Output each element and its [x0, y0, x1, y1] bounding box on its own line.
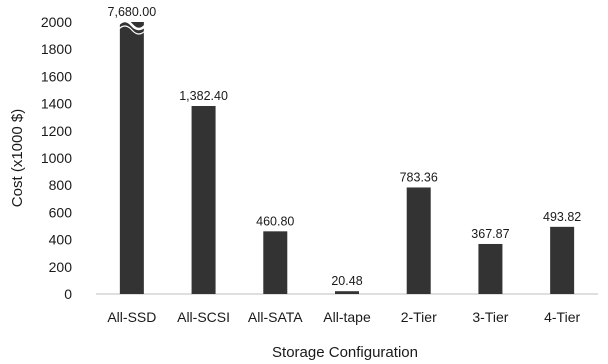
- bar: [478, 243, 503, 294]
- bar: [550, 226, 575, 294]
- y-tick-label: 1000: [41, 150, 72, 166]
- y-axis-title: Cost (x1000 $): [9, 109, 26, 207]
- y-tick-label: 1400: [41, 96, 72, 112]
- y-tick-label: 200: [49, 259, 73, 275]
- x-tick-label: 3-Tier: [472, 309, 508, 325]
- x-tick-label: All-SATA: [248, 309, 303, 325]
- y-tick-label: 800: [49, 177, 73, 193]
- y-tick-label: 600: [49, 204, 73, 220]
- data-label: 367.87: [471, 227, 509, 241]
- x-tick-label: All-SSD: [107, 309, 156, 325]
- y-tick-label: 2000: [41, 14, 72, 30]
- data-label: 783.36: [400, 170, 438, 184]
- data-labels: 7,680.00 1,382.40 460.80 20.48 783.36 367.87 4…: [108, 5, 582, 288]
- bar: [191, 105, 216, 295]
- data-label: 493.82: [543, 210, 581, 224]
- data-label: 1,382.40: [179, 89, 228, 103]
- y-tick-label: 0: [64, 286, 72, 302]
- bar: [335, 291, 359, 294]
- y-tick-label: 1800: [41, 41, 72, 57]
- x-tick-label: All-SCSI: [177, 309, 230, 325]
- y-tick-label: 1200: [41, 123, 72, 139]
- x-tick-label: 2-Tier: [401, 309, 437, 325]
- bar: [263, 231, 288, 294]
- x-axis-ticks: All-SSD All-SCSI All-SATA All-tape 2-Tier 3-T…: [107, 309, 580, 325]
- x-tick-label: All-tape: [323, 309, 371, 325]
- bars: [116, 19, 575, 295]
- x-tick-label: 4-Tier: [544, 309, 580, 325]
- y-tick-label: 1600: [41, 68, 72, 84]
- x-axis-title: Storage Configuration: [272, 344, 418, 361]
- data-label: 7,680.00: [108, 5, 157, 19]
- bar: [406, 187, 431, 294]
- y-tick-label: 400: [49, 232, 73, 248]
- bar: [119, 22, 144, 294]
- axis-break-marker: [116, 19, 147, 31]
- data-label: 20.48: [331, 274, 362, 288]
- y-axis-ticks: 0 200 400 600 800 1000 1200 1400 1600 1800 2000: [41, 14, 72, 302]
- axis-break-marker: [117, 25, 147, 35]
- data-label: 460.80: [256, 214, 294, 228]
